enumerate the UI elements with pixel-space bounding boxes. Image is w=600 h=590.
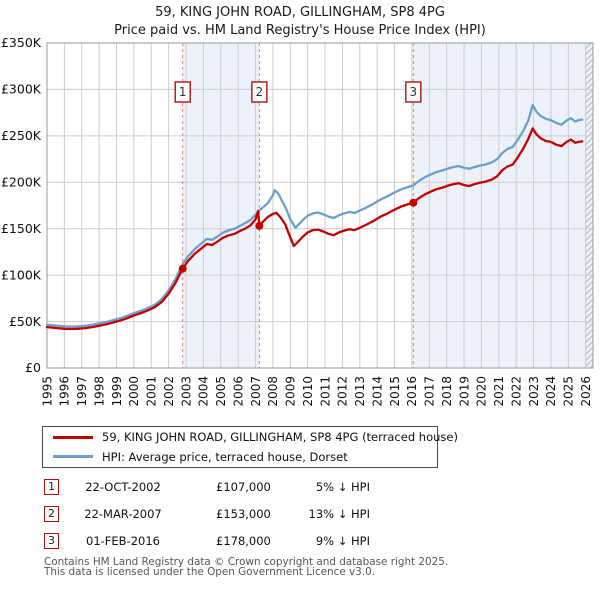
legend-item-hpi: HPI: Average price, terraced house, Dors…: [43, 447, 437, 466]
svg-text:2000: 2000: [127, 376, 141, 407]
sale-row-1: 1 22-OCT-2002 £107,000 5% ↓ HPI: [44, 479, 404, 496]
sale-2-price: £153,000: [216, 507, 271, 521]
chart-legend: 59, KING JOHN ROAD, GILLINGHAM, SP8 4PG …: [42, 426, 458, 468]
sale-3-date: 01-FEB-2016: [86, 534, 160, 548]
plot-frame: [46, 42, 594, 369]
svg-text:1997: 1997: [75, 376, 89, 407]
svg-text:1999: 1999: [110, 376, 124, 407]
svg-text:2026: 2026: [579, 376, 593, 407]
license-footer-line2: This data is licensed under the Open Gov…: [44, 565, 376, 578]
sale-3-marker: 3: [44, 533, 59, 549]
svg-text:£0: £0: [25, 360, 41, 375]
svg-text:2018: 2018: [440, 376, 454, 407]
svg-text:2003: 2003: [179, 376, 193, 407]
svg-text:2002: 2002: [162, 376, 176, 407]
svg-text:2017: 2017: [423, 376, 437, 407]
sale-2-marker: 2: [44, 506, 59, 522]
svg-text:2020: 2020: [475, 376, 489, 407]
svg-text:2006: 2006: [231, 376, 245, 407]
svg-text:£100K: £100K: [1, 267, 42, 282]
svg-text:£150K: £150K: [1, 221, 42, 236]
license-footer: Contains HM Land Registry data © Crown c…: [44, 556, 584, 578]
svg-text:2007: 2007: [249, 376, 263, 407]
svg-text:2: 2: [256, 85, 264, 99]
x-axis-labels: 1995 1996 1997 1998 1999 2000 2001 2002 2003 2004…: [40, 376, 593, 407]
sale-1-date: 22-OCT-2002: [85, 480, 161, 494]
svg-text:2013: 2013: [353, 376, 367, 407]
svg-text:2023: 2023: [527, 376, 541, 407]
hpi-shaded-bands: [182, 43, 593, 368]
property-price-line: [45, 127, 584, 331]
sale-marker-boxes: 1 2 3: [174, 81, 422, 103]
license-footer-line1: Contains HM Land Registry data © Crown c…: [44, 556, 449, 568]
sale-3-price: £178,000: [216, 534, 271, 548]
svg-text:2019: 2019: [457, 376, 471, 407]
page-subtitle: Price paid vs. HM Land Registry's House …: [114, 23, 486, 38]
hpi-line: [45, 104, 584, 328]
svg-text:2021: 2021: [492, 376, 506, 407]
svg-text:1: 1: [179, 85, 187, 99]
sale-points: [178, 198, 418, 273]
svg-text:2001: 2001: [145, 376, 159, 407]
svg-text:1998: 1998: [92, 376, 106, 407]
svg-text:£50K: £50K: [9, 314, 42, 329]
svg-text:£300K: £300K: [1, 82, 42, 97]
price-history-chart: 1 2 3 £0 £50K £100K £150K £200K £250K £300K £350K 1…: [1, 35, 594, 407]
page-title: 59, KING JOHN ROAD, GILLINGHAM, SP8 4PG: [155, 5, 445, 20]
svg-text:2022: 2022: [509, 376, 523, 407]
svg-text:3: 3: [409, 85, 417, 99]
svg-text:£200K: £200K: [1, 174, 42, 189]
svg-text:2016: 2016: [405, 376, 419, 407]
sale-1-price: £107,000: [216, 480, 271, 494]
legend-label-hpi: HPI: Average price, terraced house, Dors…: [102, 449, 348, 464]
sale-1-marker: 1: [44, 479, 59, 495]
svg-text:2024: 2024: [544, 376, 558, 407]
svg-text:2011: 2011: [318, 376, 332, 407]
y-axis-labels: £0 £50K £100K £150K £200K £250K £300K £350K: [1, 35, 42, 375]
legend-label-property: 59, KING JOHN ROAD, GILLINGHAM, SP8 4PG …: [102, 430, 458, 445]
svg-text:2025: 2025: [562, 376, 576, 407]
svg-text:2008: 2008: [266, 376, 280, 407]
svg-text:2009: 2009: [284, 376, 298, 407]
svg-text:2004: 2004: [197, 376, 211, 407]
sale-row-2: 2 22-MAR-2007 £153,000 13% ↓ HPI: [44, 506, 404, 523]
sale-3-hpi-delta: 9% ↓ HPI: [315, 534, 370, 548]
legend-item-property: 59, KING JOHN ROAD, GILLINGHAM, SP8 4PG …: [43, 428, 458, 447]
svg-text:£250K: £250K: [1, 128, 42, 143]
svg-text:2005: 2005: [214, 376, 228, 407]
svg-text:2012: 2012: [336, 376, 350, 407]
svg-text:2014: 2014: [370, 376, 384, 407]
sale-2-hpi-delta: 13% ↓ HPI: [308, 507, 370, 521]
svg-text:£350K: £350K: [1, 35, 42, 50]
sale-2-date: 22-MAR-2007: [84, 507, 162, 521]
legend-swatch-hpi-line: [53, 455, 93, 459]
svg-text:1996: 1996: [58, 376, 72, 407]
svg-text:2010: 2010: [301, 376, 315, 407]
svg-text:1995: 1995: [40, 376, 54, 407]
legend-swatch-property-line: [53, 435, 93, 439]
sale-1-hpi-delta: 5% ↓ HPI: [315, 480, 370, 494]
sale-row-3: 3 01-FEB-2016 £178,000 9% ↓ HPI: [44, 533, 404, 550]
svg-text:2015: 2015: [388, 376, 402, 407]
